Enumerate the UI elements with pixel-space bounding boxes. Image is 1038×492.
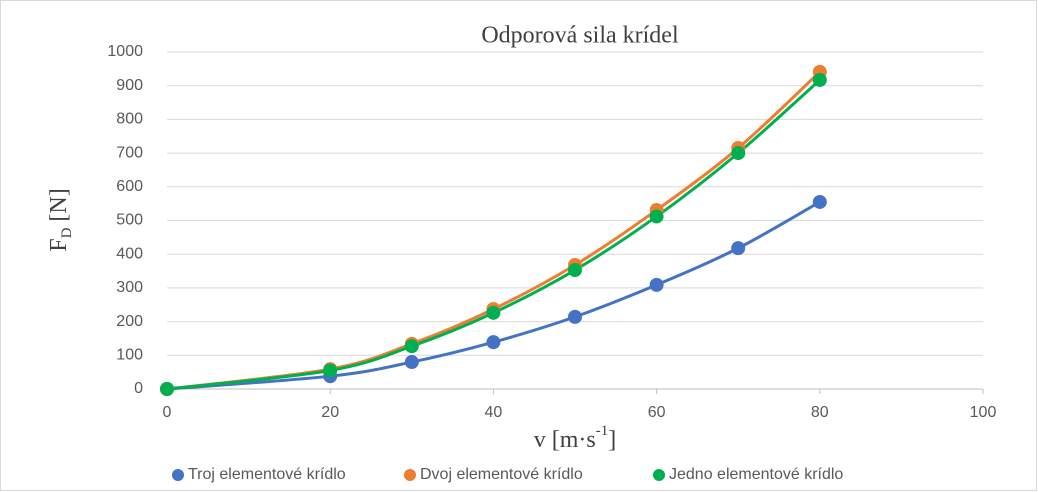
data-point — [649, 209, 664, 224]
data-point — [486, 305, 501, 320]
legend-marker — [172, 469, 184, 481]
x-tick-label: 60 — [648, 404, 666, 421]
y-label-sub: D — [59, 227, 75, 238]
data-point — [812, 194, 827, 209]
data-point — [160, 382, 174, 396]
legend-label: Troj elementové krídlo — [188, 466, 346, 483]
legend-label: Jedno elementové krídlo — [669, 466, 843, 483]
y-tick-label: 200 — [116, 313, 143, 330]
x-label-sup: -1 — [596, 423, 609, 439]
chart-title: Odporová sila krídel — [481, 23, 679, 49]
y-label-base: F — [46, 238, 72, 251]
data-point — [404, 355, 419, 370]
y-tick-label: 400 — [116, 245, 143, 262]
y-tick-label: 100 — [116, 347, 143, 364]
data-point — [568, 309, 582, 324]
y-tick-label: 900 — [116, 77, 143, 94]
x-label-base: v [m·s — [534, 427, 596, 453]
x-tick-label: 80 — [811, 404, 829, 421]
legend-label: Dvoj elementové krídlo — [420, 466, 583, 483]
y-label-rest: [N] — [46, 188, 72, 227]
y-tick-label: 300 — [116, 279, 143, 296]
x-tick-label: 20 — [321, 404, 339, 421]
data-point — [649, 277, 664, 292]
x-axis-label: v [m·s-1] — [534, 423, 617, 452]
y-tick-label: 1000 — [107, 43, 143, 60]
y-tick-label: 500 — [116, 212, 143, 229]
y-tick-label: 600 — [116, 178, 143, 195]
y-tick-label: 800 — [116, 111, 143, 128]
data-point — [486, 335, 501, 350]
data-point — [568, 263, 582, 278]
legend-marker — [653, 469, 665, 481]
data-point — [323, 363, 338, 378]
y-axis-label: FD [N] — [46, 188, 76, 252]
data-point — [731, 146, 746, 161]
x-tick-label: 100 — [970, 404, 997, 421]
data-point — [404, 339, 419, 354]
data-point — [812, 72, 827, 87]
x-label-rest: ] — [608, 427, 616, 453]
y-tick-label: 0 — [134, 380, 143, 397]
data-point — [731, 241, 746, 256]
legend-marker — [404, 469, 416, 481]
x-tick-label: 0 — [163, 404, 172, 421]
y-tick-label: 700 — [116, 144, 143, 161]
x-tick-label: 40 — [485, 404, 503, 421]
